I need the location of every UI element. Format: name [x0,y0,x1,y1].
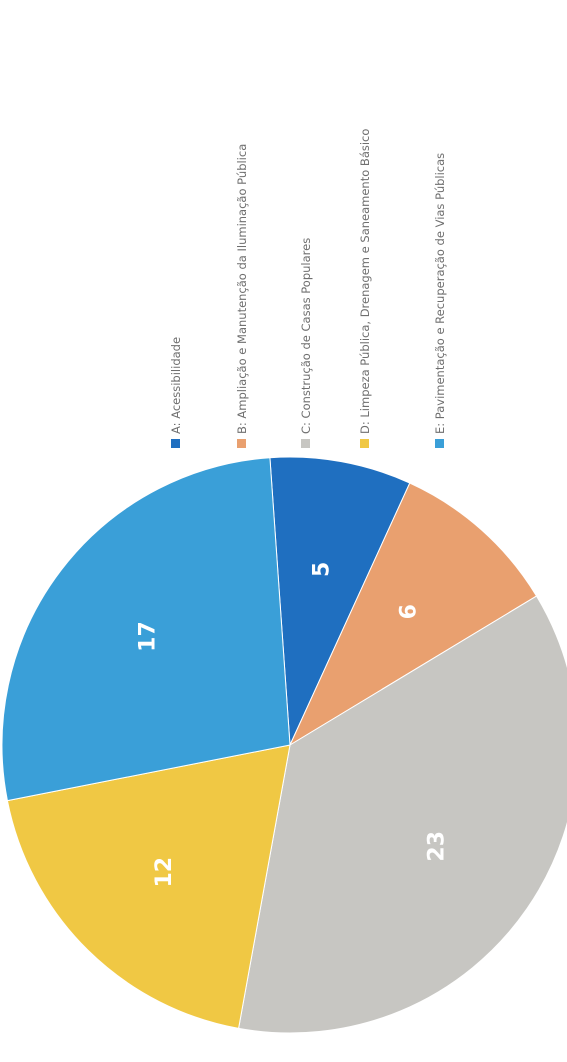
legend-swatch-c [301,439,310,448]
legend-swatch-e [435,439,444,448]
slice-data-label-a: 5 [309,562,334,577]
pie-slice-b [288,482,538,747]
slice-data-label-b: 6 [396,604,421,619]
legend-item-e: E: Pavimentação e Recuperação de Vias Pú… [433,153,447,448]
legend-label-e: E: Pavimentação e Recuperação de Vias Pú… [433,153,447,434]
pie-slice-d [6,744,291,1029]
legend-label-d: D: Limpeza Pública, Drenagem e Saneament… [358,129,372,434]
pie-slice-c [237,595,567,1034]
slice-data-label-c: 23 [425,831,450,862]
slice-data-label-e: 17 [136,621,161,652]
chart-legend: A: Acessibilidade B: Ampliação e Manutenç… [169,129,447,448]
legend-item-b: B: Ampliação e Manutenção da Iluminação … [235,144,249,448]
pie-slice-a [269,456,411,746]
legend-swatch-d [360,439,369,448]
legend-item-c: C: Construção de Casas Populares [299,238,313,448]
pie-plot-area: 5 6 23 12 17 [1,456,567,1034]
pie-slice-e [1,457,291,802]
legend-label-b: B: Ampliação e Manutenção da Iluminação … [235,144,249,434]
slice-data-label-d: 12 [152,857,177,888]
legend-swatch-b [237,439,246,448]
legend-label-c: C: Construção de Casas Populares [299,238,313,434]
legend-swatch-a [171,439,180,448]
legend-item-a: A: Acessibilidade [169,337,183,448]
legend-item-d: D: Limpeza Pública, Drenagem e Saneament… [358,129,372,448]
legend-label-a: A: Acessibilidade [169,337,183,434]
